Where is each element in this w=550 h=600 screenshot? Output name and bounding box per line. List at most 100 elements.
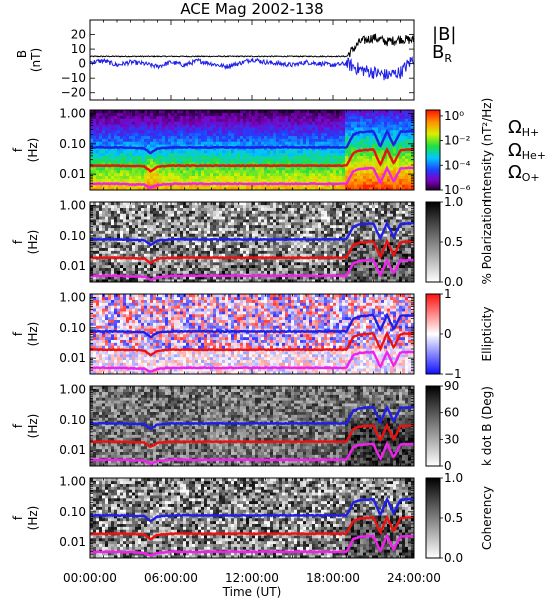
- spectrogram-cell: [219, 236, 223, 240]
- spectrogram-cell: [306, 161, 310, 165]
- spectrogram-cell: [300, 150, 304, 154]
- spectrogram-cell: [186, 264, 190, 269]
- spectrogram-cell: [261, 118, 265, 122]
- spectrogram-cell: [273, 227, 277, 231]
- spectrogram-cell: [93, 247, 97, 251]
- spectrogram-cell: [261, 147, 265, 151]
- spectrogram-cell: [273, 150, 277, 154]
- spectrogram-cell: [246, 276, 250, 280]
- spectrogram-cell: [321, 161, 325, 165]
- spectrogram-cell: [219, 138, 223, 142]
- spectrogram-cell: [258, 279, 262, 283]
- spectrogram-cell: [159, 181, 163, 185]
- spectrogram-cell: [120, 279, 124, 283]
- spectrogram-cell: [306, 175, 310, 179]
- spectrogram-cell: [171, 244, 175, 249]
- spectrogram-cell: [156, 132, 160, 137]
- spectrogram-cell: [138, 259, 142, 263]
- spectrogram-cell: [204, 184, 208, 188]
- spectrogram-cell: [129, 127, 133, 131]
- spectrogram-cell: [231, 250, 235, 254]
- spectrogram-cell: [315, 130, 319, 134]
- y-tick-label: −10: [61, 71, 86, 85]
- spectrogram-cell: [147, 250, 151, 254]
- spectrogram-cell: [276, 242, 280, 246]
- spectrogram-cell: [393, 144, 397, 148]
- spectrogram-cell: [234, 224, 238, 229]
- spectrogram-cell: [150, 115, 154, 119]
- spectrogram-cell: [276, 161, 280, 165]
- spectrogram-cell: [120, 242, 124, 246]
- spectrogram-cell: [90, 262, 94, 266]
- spectrogram-cell: [267, 207, 271, 211]
- spectrogram-cell: [165, 247, 169, 251]
- spectrogram-cell: [333, 135, 337, 139]
- spectrogram-cell: [276, 178, 280, 182]
- spectrogram-cell: [261, 144, 265, 148]
- spectrogram-cell: [408, 141, 412, 145]
- spectrogram-cell: [333, 187, 337, 191]
- spectrogram-cell: [288, 161, 292, 165]
- spectrogram-cell: [270, 132, 274, 137]
- spectrogram-cell: [192, 239, 196, 243]
- spectrogram-cell: [375, 118, 379, 122]
- spectrogram-cell: [228, 222, 232, 226]
- spectrogram-cell: [279, 138, 283, 142]
- spectrogram-cell: [294, 187, 298, 191]
- spectrogram-cell: [369, 158, 373, 162]
- spectrogram-cell: [162, 175, 166, 179]
- spectrogram-cell: [150, 158, 154, 162]
- spectrogram-cell: [369, 115, 373, 119]
- spectrogram-cell: [351, 161, 355, 165]
- spectrogram-cell: [141, 230, 145, 234]
- spectrogram-cell: [231, 141, 235, 145]
- spectrogram-cell: [150, 270, 154, 274]
- spectrogram-cell: [336, 175, 340, 179]
- spectrogram-cell: [273, 175, 277, 179]
- spectrogram-cell: [282, 178, 286, 182]
- spectrogram-cell: [114, 233, 118, 237]
- spectrogram-cell: [153, 216, 157, 220]
- spectrogram-cell: [177, 135, 181, 139]
- spectrogram-cell: [258, 264, 262, 269]
- spectrogram-cell: [291, 144, 295, 148]
- spectrogram-cell: [123, 118, 127, 122]
- spectrogram-cell: [90, 138, 94, 142]
- spectrogram-cell: [129, 210, 133, 214]
- spectrogram-cell: [144, 155, 148, 159]
- spectrogram-cell: [225, 230, 229, 234]
- spectrogram-cell: [258, 147, 262, 151]
- spectrogram-cell: [198, 213, 202, 217]
- spectrogram-cell: [198, 112, 202, 117]
- spectrogram-cell: [189, 115, 193, 119]
- spectrogram-cell: [96, 242, 100, 246]
- spectrogram-cell: [171, 230, 175, 234]
- spectrogram-cell: [102, 259, 106, 263]
- spectrogram-cell: [408, 132, 412, 137]
- spectrogram-cell: [228, 253, 232, 257]
- spectrogram-cell: [117, 161, 121, 165]
- spectrogram-cell: [243, 253, 247, 257]
- spectrogram-cell: [387, 178, 391, 182]
- spectrogram-cell: [324, 167, 328, 171]
- spectrogram-cell: [105, 138, 109, 142]
- spectrogram-cell: [195, 210, 199, 214]
- spectrogram-cell: [144, 152, 148, 157]
- spectrogram-cell: [195, 213, 199, 217]
- spectrogram-cell: [336, 170, 340, 174]
- spectrogram-cell: [324, 135, 328, 139]
- spectrogram-cell: [150, 273, 154, 277]
- spectrogram-cell: [159, 152, 163, 157]
- spectrogram-cell: [270, 230, 274, 234]
- spectrogram-cell: [315, 141, 319, 145]
- spectrogram-cell: [90, 167, 94, 171]
- spectrogram-cell: [93, 144, 97, 148]
- spectrogram-cell: [294, 150, 298, 154]
- spectrogram-cell: [312, 184, 316, 188]
- spectrogram-cell: [318, 112, 322, 117]
- spectrogram-cell: [324, 132, 328, 137]
- spectrogram-cell: [264, 158, 268, 162]
- spectrogram-cell: [147, 178, 151, 182]
- spectrogram-cell: [171, 132, 175, 137]
- spectrogram-cell: [234, 270, 238, 274]
